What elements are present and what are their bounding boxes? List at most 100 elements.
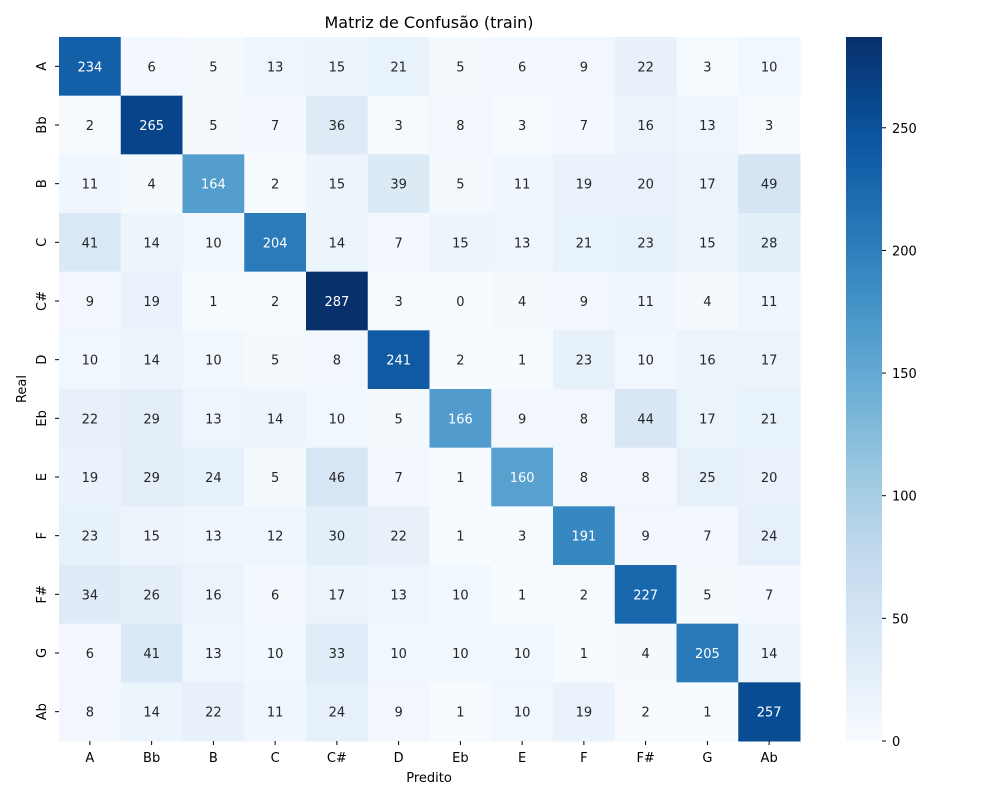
cell-value-label: 13 [514, 236, 531, 251]
cell-value-label: 29 [143, 471, 160, 486]
heatmap-cell [244, 330, 307, 390]
cell-value-label: 15 [143, 530, 160, 545]
heatmap-cell [614, 565, 677, 625]
colorbar-tick-label: 0 [892, 735, 900, 750]
cell-value-label: 5 [703, 588, 711, 603]
cell-value-label: 5 [456, 60, 464, 75]
y-axis-ticks: A Bb B C C# D Eb E F F# G Ab [35, 62, 59, 720]
heatmap-cell [367, 389, 430, 449]
cell-value-label: 11 [514, 178, 531, 193]
heatmap-cell [182, 389, 245, 449]
cell-value-label: 2 [641, 706, 649, 721]
cell-value-label: 21 [761, 412, 778, 427]
cell-value-label: 4 [518, 295, 526, 310]
y-tick-label: Ab [35, 703, 50, 720]
heatmap-cell [244, 565, 307, 625]
heatmap-cell [491, 213, 554, 273]
cell-value-label: 10 [637, 354, 654, 369]
cell-value-label: 10 [329, 412, 346, 427]
cell-value-label: 10 [514, 647, 531, 662]
heatmap-cell [244, 389, 307, 449]
heatmap-cell [367, 623, 430, 683]
heatmap-cell [429, 95, 492, 155]
heatmap-cell [553, 330, 616, 390]
cell-value-label: 22 [82, 412, 99, 427]
y-tick-label: C [35, 238, 50, 247]
cell-value-label: 7 [703, 530, 711, 545]
heatmap-cell [491, 37, 554, 97]
heatmap-cell [491, 95, 554, 155]
heatmap-cell [120, 37, 183, 97]
heatmap-cell [553, 389, 616, 449]
cell-value-label: 19 [143, 295, 160, 310]
heatmap-cell [738, 506, 801, 566]
heatmap-cell [59, 330, 122, 390]
heatmap-cells [59, 37, 801, 742]
cell-value-label: 12 [267, 530, 284, 545]
x-tick-label: E [518, 751, 526, 766]
cell-value-label: 8 [333, 354, 341, 369]
cell-value-label: 5 [271, 354, 279, 369]
y-tick-label: E [35, 473, 50, 481]
heatmap-cell [306, 447, 369, 507]
cell-value-label: 227 [633, 588, 658, 603]
x-tick-label: G [702, 751, 712, 766]
cell-value-label: 34 [82, 588, 99, 603]
heatmap-cell [120, 623, 183, 683]
cell-value-label: 11 [637, 295, 654, 310]
heatmap-cell [59, 154, 122, 214]
heatmap-cell [244, 154, 307, 214]
heatmap-cell [182, 271, 245, 331]
cell-value-label: 0 [456, 295, 464, 310]
cell-value-label: 24 [205, 471, 222, 486]
cell-value-label: 22 [390, 530, 407, 545]
heatmap-cell [306, 213, 369, 273]
heatmap-cell [59, 447, 122, 507]
heatmap-cell [491, 154, 554, 214]
cell-value-label: 10 [390, 647, 407, 662]
heatmap-cell [553, 95, 616, 155]
cell-value-label: 11 [267, 706, 284, 721]
cell-value-label: 17 [699, 412, 716, 427]
heatmap-cell [367, 447, 430, 507]
cell-value-label: 19 [82, 471, 99, 486]
heatmap-cell [614, 623, 677, 683]
cell-value-label: 2 [271, 178, 279, 193]
heatmap-cell [676, 623, 739, 683]
heatmap-cell [120, 330, 183, 390]
heatmap-cell [120, 682, 183, 742]
cell-value-label: 4 [641, 647, 649, 662]
heatmap-cell [429, 37, 492, 97]
cell-value-label: 10 [452, 647, 469, 662]
heatmap-cell [59, 389, 122, 449]
cell-value-label: 2 [86, 119, 94, 134]
cell-value-label: 26 [143, 588, 160, 603]
cell-value-label: 164 [201, 178, 226, 193]
cell-value-label: 3 [518, 119, 526, 134]
cell-value-label: 241 [386, 354, 411, 369]
heatmap-cell [182, 37, 245, 97]
heatmap-cell [553, 623, 616, 683]
cell-value-label: 7 [271, 119, 279, 134]
heatmap-cell [367, 154, 430, 214]
heatmap-cell [367, 37, 430, 97]
heatmap-cell [491, 506, 554, 566]
cell-value-label: 33 [329, 647, 346, 662]
cell-value-label: 10 [452, 588, 469, 603]
x-tick-label: Eb [452, 751, 468, 766]
colorbar-tick-label: 150 [892, 367, 917, 382]
cell-value-label: 49 [761, 178, 778, 193]
cell-value-label: 8 [580, 412, 588, 427]
heatmap-cell [120, 565, 183, 625]
heatmap-cell [738, 271, 801, 331]
heatmap-cell [738, 682, 801, 742]
cell-value-label: 2 [580, 588, 588, 603]
heatmap-cell [120, 95, 183, 155]
x-tick-label: Bb [143, 751, 160, 766]
heatmap-cell [59, 95, 122, 155]
heatmap-cell [182, 154, 245, 214]
cell-value-label: 6 [271, 588, 279, 603]
cell-value-label: 41 [143, 647, 160, 662]
x-tick-label: Ab [761, 751, 778, 766]
heatmap-cell [491, 623, 554, 683]
